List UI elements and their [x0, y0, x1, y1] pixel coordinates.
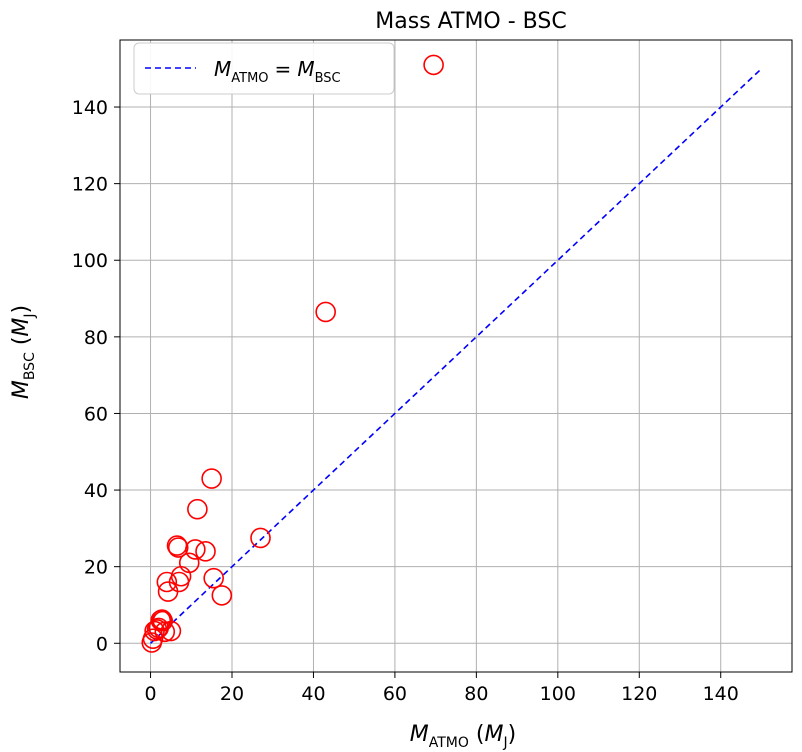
- legend-label: MATMO = MBSC: [214, 57, 341, 86]
- legend-box: [133, 42, 395, 95]
- y-tick-label: 60: [84, 403, 108, 425]
- x-tick-label: 120: [621, 683, 657, 705]
- y-axis-label: MBSC (MJ): [9, 305, 38, 399]
- scatter-point: [142, 628, 164, 649]
- scatter-point: [156, 571, 178, 593]
- scatter-point: [201, 468, 222, 489]
- scatter-point: [211, 585, 233, 606]
- y-tick-label: 0: [96, 633, 108, 655]
- identity-line: [149, 68, 763, 644]
- scatter-point: [160, 620, 182, 642]
- y-tick-label: 100: [72, 250, 108, 272]
- plot-area-frame: [119, 39, 793, 673]
- x-tick-label: 140: [703, 683, 739, 705]
- x-tick-label: 20: [220, 683, 244, 705]
- scatter-point: [423, 54, 444, 76]
- legend: MATMO = MBSC: [133, 42, 395, 95]
- line-layer: [149, 68, 763, 644]
- x-tick-label: 60: [383, 683, 407, 705]
- y-tick-label: 140: [72, 97, 108, 119]
- scatter-point: [187, 498, 208, 520]
- scatter-point: [185, 539, 206, 560]
- chart-title: Mass ATMO - BSC: [375, 9, 566, 34]
- scatter-point: [178, 552, 200, 574]
- y-tick-label: 80: [84, 327, 108, 349]
- scatter-point: [154, 621, 176, 643]
- scatter-point: [250, 527, 271, 549]
- axis-ticks: 0 20 40 60 80 100 120 140 0 20 40 60 80 100 120 140: [72, 97, 739, 705]
- x-tick-label: 80: [464, 683, 488, 705]
- point-layer: [141, 54, 444, 653]
- x-tick-label: 100: [540, 683, 576, 705]
- scatter-point: [203, 567, 224, 589]
- scatter-point: [315, 301, 336, 323]
- scatter-point: [167, 537, 189, 558]
- y-tick-label: 20: [84, 557, 108, 579]
- y-tick-label: 120: [72, 174, 108, 196]
- x-tick-label: 40: [301, 683, 325, 705]
- grid: [120, 40, 792, 672]
- y-tick-label: 40: [84, 480, 108, 502]
- x-axis-label: MATMO (MJ): [410, 722, 516, 751]
- scatter-point: [195, 541, 216, 562]
- x-tick-label: 0: [144, 683, 156, 705]
